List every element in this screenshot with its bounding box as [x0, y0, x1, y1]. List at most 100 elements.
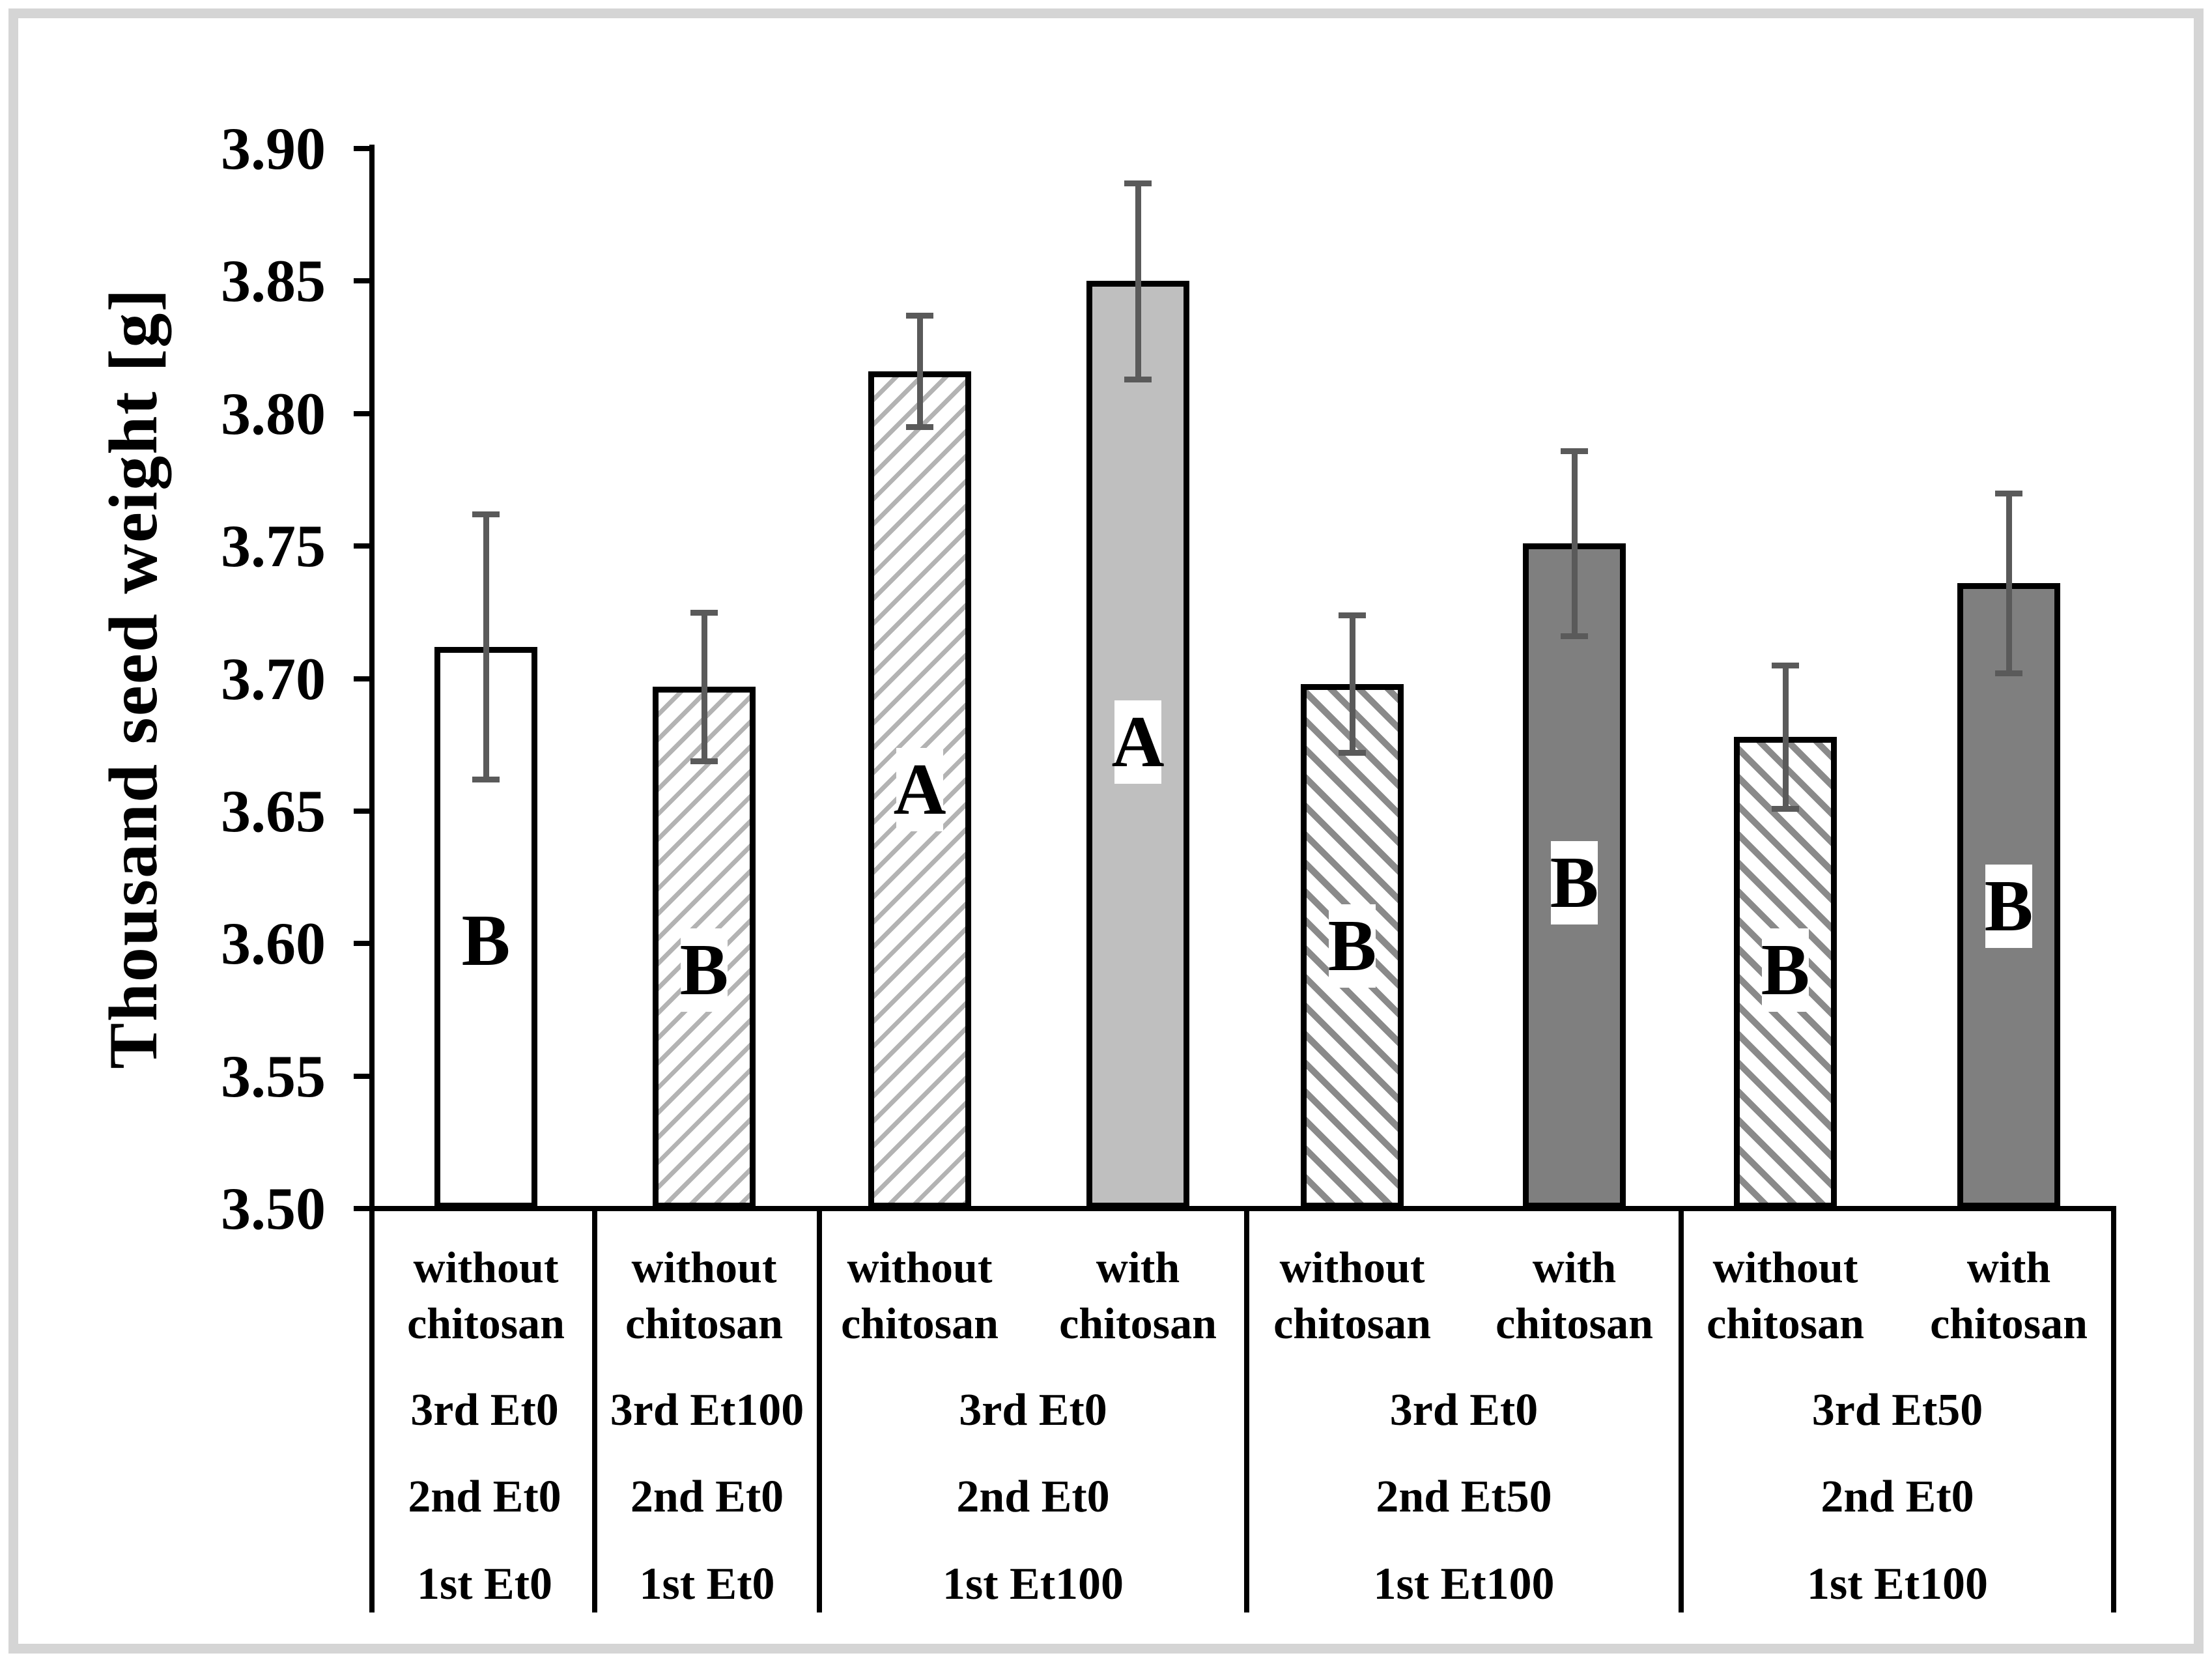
bar-header-line2: chitosan	[407, 1298, 565, 1348]
y-tick	[354, 676, 375, 681]
y-axis-line	[369, 145, 375, 1612]
treatment-label: 2nd Et0	[408, 1472, 561, 1522]
error-bar-bottom-cap	[1339, 750, 1366, 756]
bar-header-line2: chitosan	[1273, 1298, 1431, 1348]
y-tick-label: 3.75	[221, 513, 326, 580]
significance-letter: B	[679, 929, 729, 1010]
treatment-label: 1st Et0	[639, 1559, 775, 1609]
bar-header-line2: chitosan	[1059, 1298, 1217, 1348]
error-bar-bottom-cap	[472, 777, 500, 783]
table-divider	[817, 1209, 822, 1612]
error-bar-line	[917, 315, 923, 427]
error-bar-line	[702, 612, 707, 761]
y-tick-label: 3.55	[221, 1042, 326, 1110]
treatment-label: 3rd Et0	[1389, 1385, 1538, 1435]
table-divider	[592, 1209, 597, 1612]
error-bar-top-cap	[1339, 612, 1366, 618]
bar-header-line2: chitosan	[1930, 1298, 2088, 1348]
treatment-label: 2nd Et50	[1376, 1472, 1552, 1522]
significance-letter-box: B	[461, 899, 511, 983]
treatment-label: 2nd Et0	[956, 1472, 1110, 1522]
y-tick	[354, 808, 375, 814]
error-bar-line	[1135, 182, 1141, 379]
error-bar-top-cap	[1772, 663, 1799, 669]
y-tick	[354, 146, 375, 151]
treatment-label: 1st Et100	[1373, 1559, 1555, 1609]
figure-border-frame	[8, 8, 2204, 1654]
significance-letter-box: B	[1550, 840, 1599, 924]
error-bar-top-cap	[1995, 490, 2022, 496]
bar-header-line1: without	[413, 1242, 559, 1292]
error-bar-bottom-cap	[1124, 376, 1152, 382]
y-tick-label: 3.70	[221, 645, 326, 712]
error-bar-line	[2006, 493, 2012, 674]
bar-header-label: with chitosan	[1021, 1239, 1255, 1351]
treatment-label: 1st Et100	[1806, 1559, 1989, 1609]
bar	[653, 686, 756, 1209]
significance-letter: B	[1984, 866, 2034, 947]
bar-header-line2: chitosan	[841, 1298, 999, 1348]
significance-letter: A	[1111, 702, 1165, 783]
significance-letter: B	[1550, 842, 1599, 923]
bar-header-line1: with	[1532, 1242, 1617, 1292]
bar-header-label: without chitosan	[587, 1239, 821, 1351]
treatment-label: 1st Et0	[416, 1559, 553, 1609]
bar-header-label: without chitosan	[802, 1239, 1037, 1351]
error-bar-bottom-cap	[690, 758, 718, 764]
error-bar-top-cap	[690, 609, 718, 616]
bar-header-line1: without	[631, 1242, 777, 1292]
treatment-label: 2nd Et0	[1821, 1472, 1974, 1522]
error-bar-bottom-cap	[1995, 670, 2022, 677]
significance-letter: B	[1761, 929, 1810, 1010]
y-tick-label: 3.60	[221, 910, 326, 977]
y-tick-label: 3.90	[221, 115, 326, 182]
significance-letter-box: A	[893, 748, 946, 832]
significance-letter: B	[461, 900, 511, 982]
treatment-label: 3rd Et0	[410, 1385, 559, 1435]
significance-letter-box: B	[679, 928, 729, 1012]
significance-letter-box: A	[1112, 700, 1164, 784]
treatment-label: 3rd Et50	[1811, 1385, 1983, 1435]
treatment-label: 3rd Et0	[959, 1385, 1107, 1435]
error-bar-top-cap	[906, 313, 933, 319]
bar-header-line1: with	[1096, 1242, 1180, 1292]
bar-header-line2: chitosan	[1707, 1298, 1864, 1348]
y-tick	[354, 1073, 375, 1079]
x-axis-baseline	[369, 1206, 2116, 1211]
y-tick-label: 3.85	[221, 248, 326, 315]
bar-header-label: without chitosan	[1668, 1239, 1903, 1351]
bar-header-label: without chitosan	[369, 1239, 603, 1351]
table-divider	[1679, 1209, 1684, 1612]
treatment-label: 1st Et100	[942, 1559, 1124, 1609]
error-bar-line	[1783, 665, 1789, 809]
treatment-label: 2nd Et0	[630, 1472, 784, 1522]
bar-header-label: with chitosan	[1892, 1239, 2126, 1351]
error-bar-line	[1572, 450, 1578, 637]
bar	[1301, 683, 1404, 1209]
significance-letter-box: B	[1327, 904, 1377, 988]
error-bar-top-cap	[472, 511, 500, 518]
significance-letter-box: B	[1761, 928, 1810, 1012]
treatment-label: 3rd Et100	[610, 1385, 804, 1435]
y-tick	[354, 543, 375, 549]
table-divider	[2111, 1209, 2116, 1612]
significance-letter-box: B	[1984, 865, 2034, 949]
bar	[1957, 583, 2060, 1209]
y-tick-label: 3.65	[221, 777, 326, 844]
error-bar-bottom-cap	[1772, 805, 1799, 812]
y-tick	[354, 1206, 375, 1211]
bar-header-label: without chitosan	[1235, 1239, 1469, 1351]
bar-header-line1: without	[1712, 1242, 1858, 1292]
error-bar-top-cap	[1561, 448, 1588, 454]
bar-header-line1: with	[1966, 1242, 2051, 1292]
error-bar-line	[1350, 614, 1355, 753]
error-bar-top-cap	[1124, 180, 1152, 186]
y-tick	[354, 278, 375, 284]
y-tick	[354, 941, 375, 947]
bar-header-line2: chitosan	[625, 1298, 783, 1348]
error-bar-bottom-cap	[1561, 633, 1588, 640]
significance-letter: A	[893, 749, 946, 831]
table-divider	[1244, 1209, 1249, 1612]
y-tick-label: 3.50	[221, 1175, 326, 1242]
significance-letter: B	[1327, 906, 1377, 987]
